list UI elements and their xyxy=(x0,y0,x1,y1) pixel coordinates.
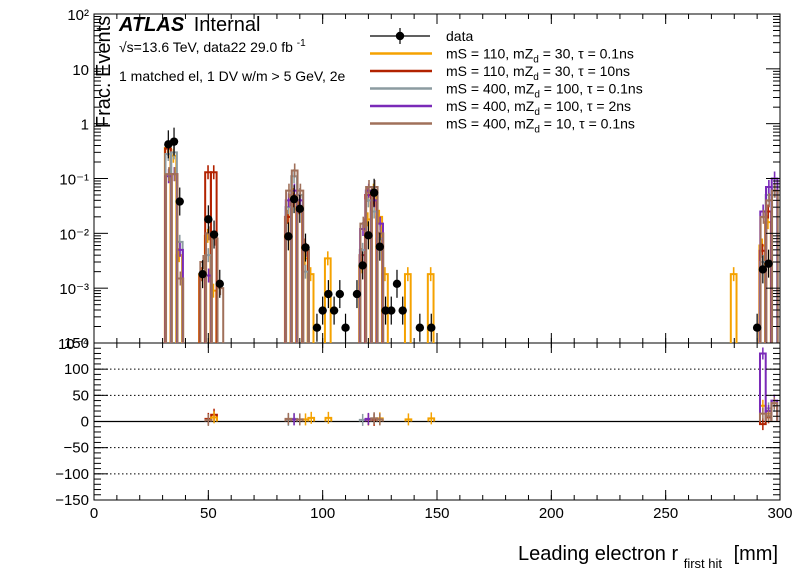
data-point xyxy=(375,242,385,251)
data-point xyxy=(341,323,350,332)
y-tick-label: 1 xyxy=(81,117,89,134)
data-point xyxy=(284,232,293,241)
main-y-axis: 10⁻⁴ 10⁻³ 10⁻² 10⁻¹ 1 10 10² xyxy=(58,7,780,353)
y-tick-label: 10⁻⁴ xyxy=(58,336,89,353)
ratio-y-tick-label: 150 xyxy=(64,335,89,352)
data-point xyxy=(415,323,425,332)
legend-entry-label: mS = 400, mZd = 10, τ = 0.1ns xyxy=(446,116,635,136)
legend-entry-label: mS = 110, mZd = 30, τ = 10ns xyxy=(446,63,630,83)
y-tick-label: 10 xyxy=(72,62,89,79)
data-point xyxy=(209,230,219,239)
y-tick-label: 10⁻¹ xyxy=(59,172,89,189)
x-tick-label: 300 xyxy=(767,505,792,522)
main-data-points xyxy=(164,127,773,342)
energy-sup: -1 xyxy=(297,38,306,49)
x-axis-label: Leading electron r first hit [mm] xyxy=(518,543,778,572)
data-point xyxy=(427,323,436,332)
data-point xyxy=(289,194,299,204)
data-point xyxy=(295,204,304,214)
x-tick-label: 150 xyxy=(424,505,449,522)
data-point xyxy=(204,215,213,224)
data-point xyxy=(198,269,207,279)
data-point xyxy=(398,306,407,315)
x-tick-label: 100 xyxy=(310,505,335,522)
x-tick-label: 200 xyxy=(539,505,564,522)
ratio-y-tick-label: −150 xyxy=(55,492,89,509)
ratio-y-tick-label: −100 xyxy=(55,466,89,483)
data-point xyxy=(324,289,333,299)
ratio-y-axis: −150 −100 −50 0 50 100 150 xyxy=(55,335,780,509)
data-point xyxy=(335,289,345,299)
x-axis: 0 50 100 150 200 250 300 xyxy=(90,14,793,522)
data-point xyxy=(758,265,768,274)
y-tick-label: 10² xyxy=(67,7,89,24)
x-axis-label-main: Leading electron r xyxy=(518,543,678,565)
x-tick-label: 0 xyxy=(90,505,98,522)
atlas-internal: Internal xyxy=(194,14,261,36)
x-tick-label: 50 xyxy=(200,505,217,522)
data-point xyxy=(387,306,396,315)
data-point xyxy=(318,306,327,315)
y-tick-label: 10⁻² xyxy=(59,226,89,243)
x-axis-label-unit: [mm] xyxy=(734,543,778,565)
ratio-y-tick-label: 50 xyxy=(72,387,89,404)
data-point xyxy=(169,137,179,146)
x-axis-label-subscript: first hit xyxy=(684,556,723,571)
data-point xyxy=(392,279,402,289)
selection-label: 1 matched el, 1 DV w/m > 5 GeV, 2e xyxy=(119,68,346,84)
y-tick-label: 10⁻³ xyxy=(59,281,89,298)
data-point xyxy=(752,323,762,332)
x-tick-label: 250 xyxy=(653,505,678,522)
legend-entry-label: data xyxy=(446,28,473,44)
ratio-y-tick-label: −50 xyxy=(64,440,89,457)
ratio-y-tick-label: 0 xyxy=(81,414,89,431)
energy-text: √s=13.6 TeV, data22 29.0 fb xyxy=(119,39,293,55)
legend-entry-label: mS = 110, mZd = 30, τ = 0.1ns xyxy=(446,46,634,66)
data-point xyxy=(312,323,322,332)
data-point xyxy=(352,289,362,299)
legend-entry-label: mS = 400, mZd = 100, τ = 0.1ns xyxy=(446,81,643,101)
data-point xyxy=(215,279,224,289)
energy-lumi-label: √s=13.6 TeV, data22 29.0 fb -1 xyxy=(119,38,306,55)
ratio-histograms xyxy=(204,347,779,431)
data-point xyxy=(301,243,310,252)
data-point xyxy=(358,261,367,270)
atlas-brand: ATLAS xyxy=(118,14,185,36)
data-point xyxy=(764,259,773,268)
data-point xyxy=(364,231,373,240)
data-point xyxy=(369,188,379,197)
ratio-y-tick-label: 100 xyxy=(64,361,89,378)
atlas-label: ATLAS Internal xyxy=(118,14,260,36)
data-point xyxy=(329,306,339,315)
data-point xyxy=(175,197,184,206)
y-axis-label: Frac. Events xyxy=(93,16,115,128)
legend-entry-label: mS = 400, mZd = 100, τ = 2ns xyxy=(446,98,631,118)
